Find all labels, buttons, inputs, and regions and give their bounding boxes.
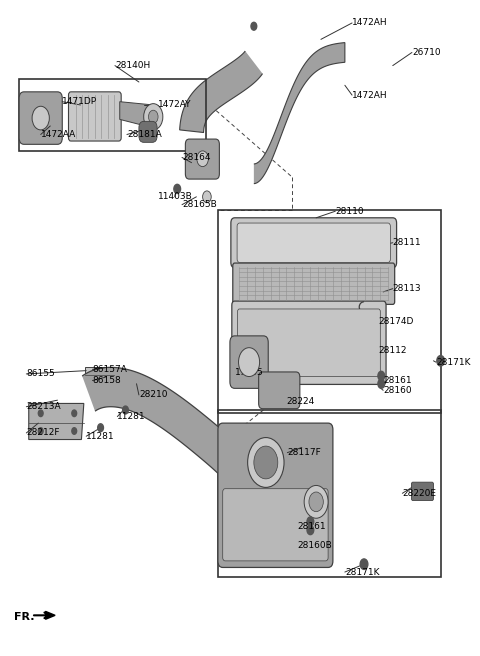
- FancyBboxPatch shape: [237, 223, 390, 262]
- FancyBboxPatch shape: [69, 92, 121, 141]
- Text: 28160: 28160: [383, 386, 412, 395]
- FancyBboxPatch shape: [223, 489, 328, 561]
- PathPatch shape: [254, 43, 345, 184]
- Circle shape: [378, 379, 384, 388]
- Text: 28160B: 28160B: [297, 541, 332, 550]
- FancyBboxPatch shape: [218, 423, 333, 567]
- Circle shape: [307, 517, 314, 526]
- Polygon shape: [120, 102, 153, 128]
- Text: 28174D: 28174D: [378, 317, 414, 326]
- Circle shape: [304, 485, 328, 518]
- Text: 26710: 26710: [412, 48, 441, 57]
- Circle shape: [197, 151, 208, 167]
- Circle shape: [38, 428, 43, 434]
- Polygon shape: [29, 403, 84, 440]
- Circle shape: [360, 559, 368, 569]
- Text: 11281: 11281: [117, 412, 146, 421]
- Circle shape: [239, 348, 260, 377]
- Circle shape: [38, 410, 43, 417]
- Text: 28117F: 28117F: [288, 448, 321, 457]
- FancyBboxPatch shape: [232, 301, 386, 384]
- Bar: [19, 79, 206, 151]
- PathPatch shape: [82, 367, 274, 518]
- FancyBboxPatch shape: [259, 372, 300, 409]
- Text: 28210: 28210: [139, 390, 168, 400]
- Text: 28112: 28112: [378, 346, 407, 356]
- Circle shape: [309, 492, 324, 512]
- Text: 28220E: 28220E: [402, 489, 436, 498]
- Circle shape: [148, 110, 158, 123]
- Text: FR.: FR.: [14, 611, 35, 622]
- Circle shape: [174, 184, 180, 194]
- Text: 28161: 28161: [383, 376, 412, 385]
- Text: 28171K: 28171K: [345, 567, 379, 577]
- Text: 17105: 17105: [235, 368, 264, 377]
- Text: 28171K: 28171K: [436, 358, 470, 367]
- Text: 1472AA: 1472AA: [41, 130, 76, 139]
- Circle shape: [254, 446, 278, 479]
- PathPatch shape: [180, 51, 263, 133]
- Circle shape: [32, 106, 49, 130]
- Circle shape: [203, 191, 211, 203]
- Text: 28161: 28161: [297, 522, 325, 531]
- Text: 28212F: 28212F: [26, 428, 60, 438]
- FancyBboxPatch shape: [19, 92, 62, 144]
- FancyBboxPatch shape: [231, 218, 396, 268]
- Text: 28164: 28164: [182, 153, 211, 162]
- Text: 86157A: 86157A: [93, 365, 127, 374]
- Circle shape: [307, 525, 314, 535]
- Circle shape: [98, 424, 104, 432]
- FancyBboxPatch shape: [233, 263, 395, 304]
- Text: 28213A: 28213A: [26, 402, 61, 411]
- FancyBboxPatch shape: [185, 139, 219, 179]
- Polygon shape: [46, 611, 55, 619]
- Text: 11281: 11281: [86, 432, 115, 441]
- Circle shape: [248, 438, 284, 487]
- Text: 11403B: 11403B: [158, 192, 193, 201]
- Circle shape: [72, 410, 77, 417]
- FancyBboxPatch shape: [411, 482, 433, 501]
- Text: 86155: 86155: [26, 369, 55, 379]
- FancyBboxPatch shape: [230, 336, 268, 388]
- Bar: [85, 367, 114, 382]
- Text: 28165B: 28165B: [182, 200, 217, 209]
- Text: 28224: 28224: [287, 397, 315, 406]
- Bar: [218, 210, 441, 413]
- Text: 28140H: 28140H: [115, 61, 150, 70]
- Text: 28111: 28111: [393, 238, 421, 247]
- Text: 1472AH: 1472AH: [352, 18, 388, 28]
- Text: 1472AY: 1472AY: [158, 100, 192, 110]
- Text: 1472AH: 1472AH: [352, 91, 388, 100]
- FancyBboxPatch shape: [139, 121, 157, 142]
- Circle shape: [144, 104, 163, 130]
- Text: 28113: 28113: [393, 284, 421, 293]
- Bar: [218, 410, 441, 577]
- Circle shape: [251, 22, 257, 30]
- Text: 86158: 86158: [93, 376, 121, 385]
- Circle shape: [437, 356, 444, 366]
- Text: 28110: 28110: [336, 207, 364, 216]
- FancyBboxPatch shape: [238, 309, 380, 377]
- Circle shape: [72, 428, 77, 434]
- Circle shape: [122, 406, 128, 414]
- Circle shape: [378, 371, 384, 380]
- Text: 28181A: 28181A: [127, 130, 162, 139]
- Text: 1471DP: 1471DP: [62, 97, 97, 106]
